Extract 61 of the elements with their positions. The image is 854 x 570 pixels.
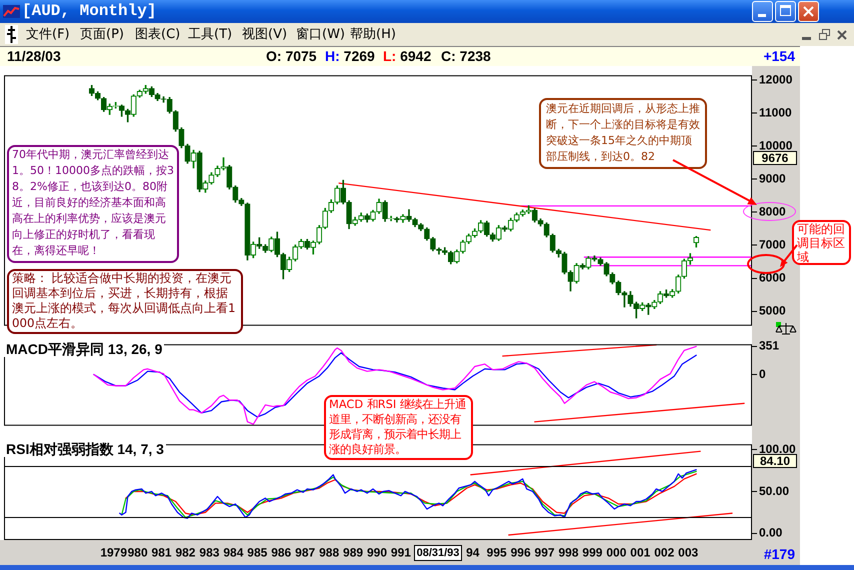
x-tick-label: 998 [558, 546, 579, 560]
x-tick-label: 002 [654, 546, 675, 560]
chart-title: RSI相对强弱指数 14, 7, 3 [4, 441, 166, 457]
x-tick-label: 984 [223, 546, 244, 560]
x-tick-label: 990 [366, 546, 388, 560]
y-tick-label: 5000 [759, 304, 786, 318]
x-tick-label: 985 [247, 546, 268, 560]
text: H: 7269 [325, 48, 375, 65]
text: +154 [762, 48, 795, 65]
y-tick-label: 100.00 [759, 442, 796, 456]
x-tick-label: 995 [486, 546, 508, 560]
text: 文件(F) [26, 26, 70, 43]
x-tick-label: 988 [319, 546, 340, 560]
x-tick-label: 1979 [100, 546, 128, 560]
text: 可能的回调目标区域 [792, 220, 851, 265]
x-tick-label: 003 [678, 546, 699, 560]
text: O: 7075 [266, 48, 317, 65]
annotation: 策略： 比较适合做中长期的投资，在澳元回调基本到位后，买进，长期持有，根据澳元上涨的模式，每次从回调低点向上看1000点左右。 [7, 269, 243, 334]
x-tick-label: 980 [128, 546, 148, 560]
y-tick-label: 351 [759, 338, 780, 353]
annotation: 70年代中期，澳元汇率曾经到达1。50！10000多点的跌幅，按38。2%修正，也该到达0。80附近，目前良好的经济基本面和高高在上的利率优势，应该是澳元向上修正的好时机了，看看现在，离得还早呢！ [7, 145, 179, 263]
text: 08/31/93 [414, 545, 462, 561]
text: 窗口(W) [296, 26, 345, 43]
text: C: 7238 [441, 48, 491, 65]
y-tick-label: 6000 [759, 270, 786, 285]
text: 图表(C) [135, 26, 180, 43]
text: 84.10 [753, 454, 797, 468]
y-tick-label: 10000 [759, 138, 793, 152]
y-tick-label: 7000 [759, 238, 786, 252]
y-tick-label: 0 [759, 366, 766, 381]
text: 11/28/03 [7, 48, 61, 65]
annotation: MACD 和RSI 继续在上升通道里，不断创新高，还没有形成背离，预示着中长期上涨的良好前景。 [324, 395, 473, 460]
y-tick-label: 9000 [759, 172, 786, 186]
y-tick-label: 11000 [759, 105, 792, 120]
y-tick-label: 0.00 [759, 526, 783, 540]
text: 工具(T) [188, 26, 232, 43]
text: 页面(P) [80, 26, 124, 43]
x-tick-label: 996 [510, 546, 531, 560]
chart-title: MACD平滑异同 13, 26, 9 [4, 341, 164, 357]
x-tick-label: 997 [534, 546, 555, 560]
x-tick-label: 986 [271, 546, 292, 560]
x-tick-label: 991 [390, 546, 412, 560]
y-tick-label: 8000 [759, 204, 786, 219]
x-tick-label: 981 [152, 546, 172, 560]
annotation: 澳元在近期回调后，从形态上推断，下一个上涨的目标将是有效突破这一条15年之久的中期顶部压制线，到达0。82 [539, 98, 707, 169]
x-tick-label: 983 [199, 546, 220, 560]
x-tick-label: 001 [630, 546, 651, 560]
text: L: 6942 [383, 48, 432, 65]
x-tick-label: 982 [175, 546, 196, 560]
chart-title: [AUD, Monthly] [22, 2, 156, 21]
x-tick-label: 94 [466, 546, 480, 560]
x-tick-label: 000 [606, 546, 627, 560]
x-tick-label: 989 [343, 546, 364, 560]
text: 视图(V) [242, 26, 288, 43]
y-tick-label: 50.00 [759, 484, 790, 498]
x-tick-label: 987 [295, 546, 316, 560]
text: 9676 [753, 151, 797, 165]
y-tick-label: 12000 [759, 72, 793, 86]
text: 帮助(H) [350, 26, 396, 43]
x-tick-label: 999 [582, 546, 603, 560]
text: #179 [762, 546, 795, 563]
